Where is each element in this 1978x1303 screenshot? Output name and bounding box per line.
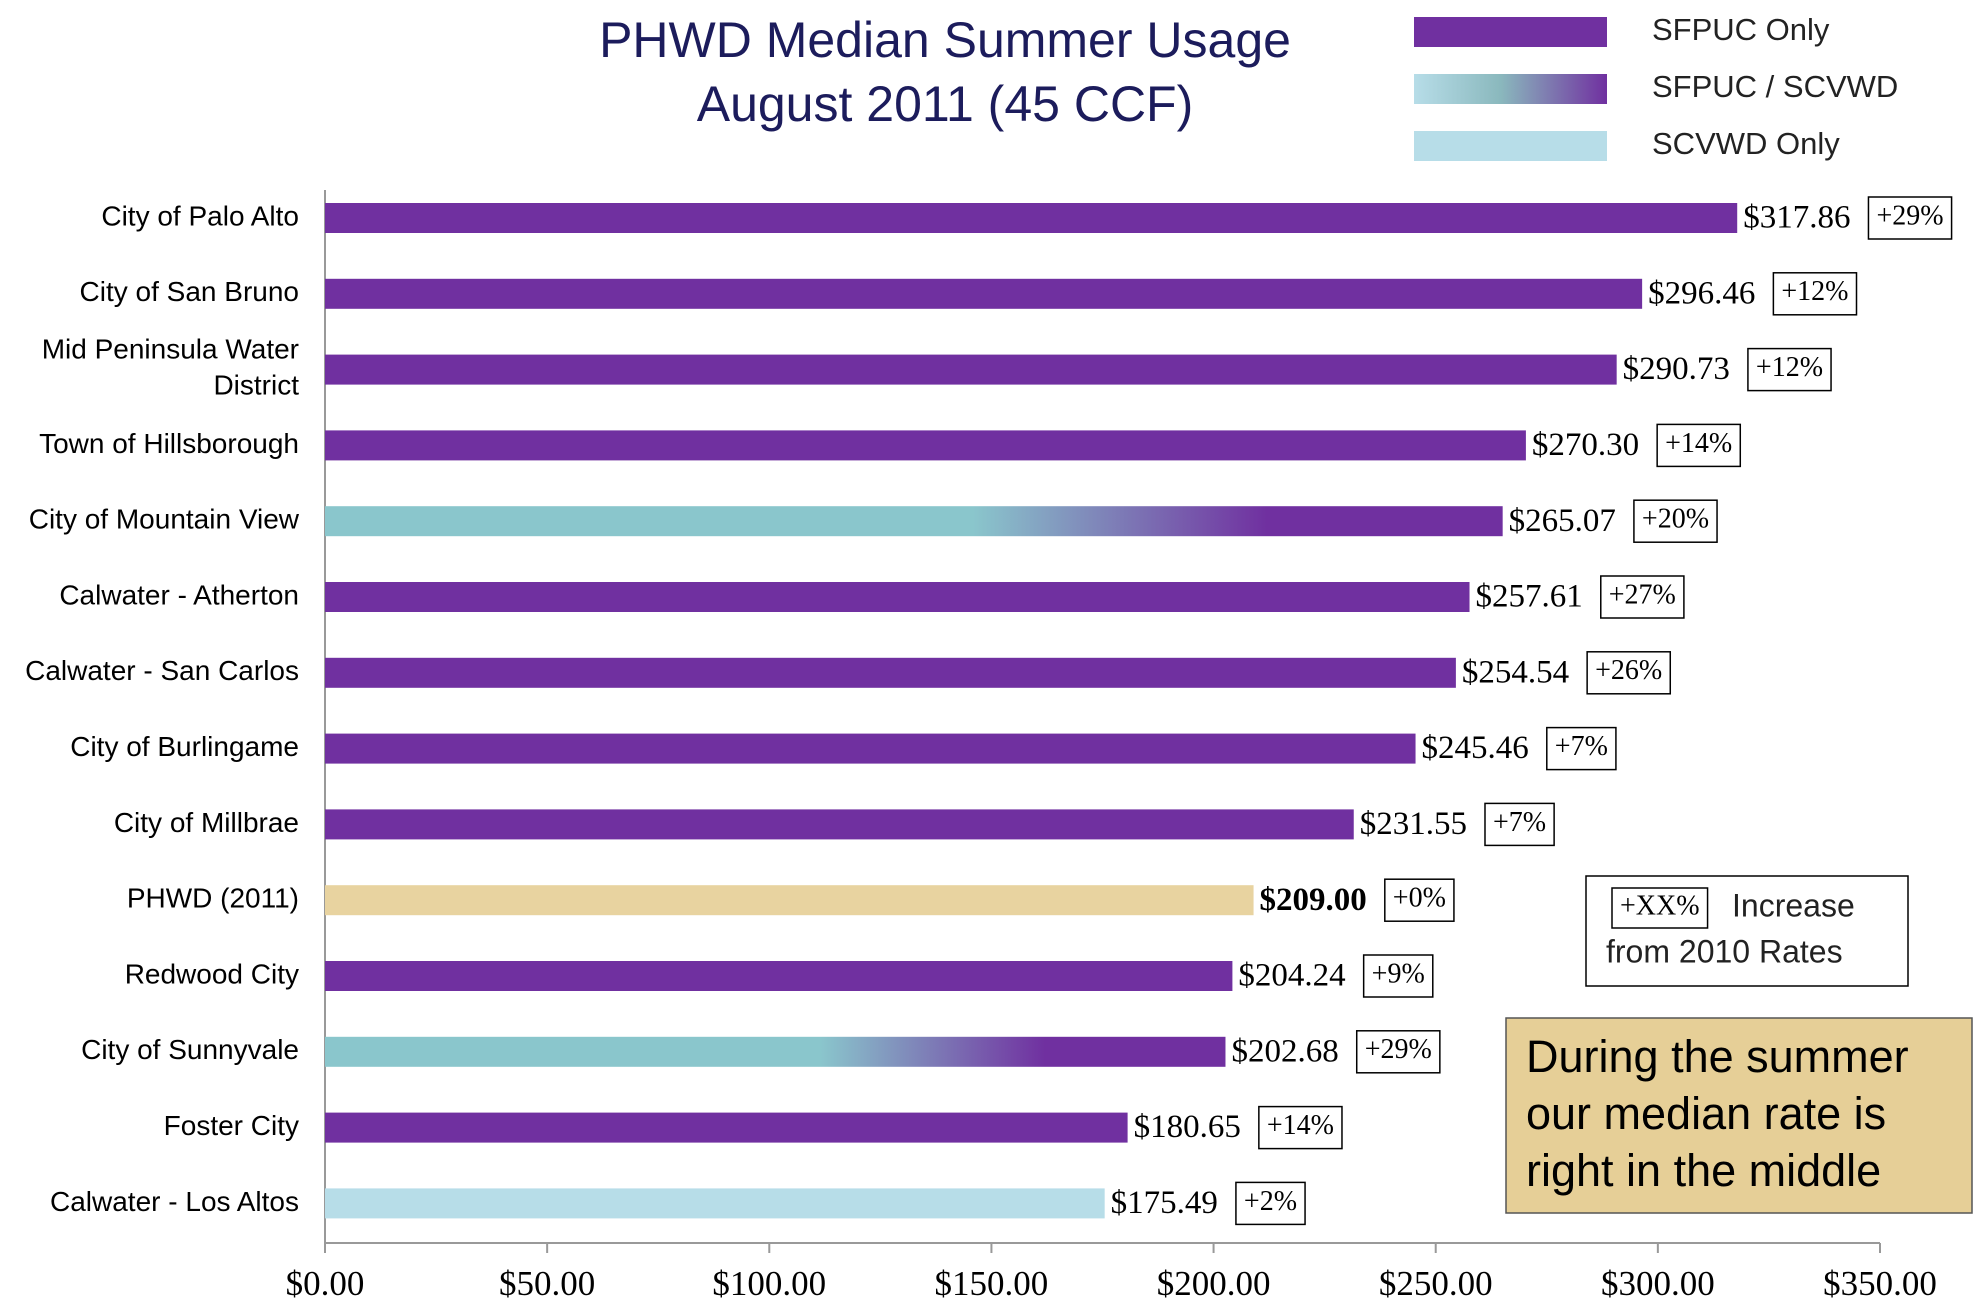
key-sample-box [1611,887,1709,929]
callout-text: right in the middle [1526,1145,1881,1196]
value-label: $180.65 [1134,1109,1241,1145]
bar [325,582,1470,612]
change-label: +26% [1595,655,1662,686]
category-label: City of Mountain View [29,504,300,535]
bar [325,1036,1226,1067]
change-box [1258,1105,1343,1150]
change-box [1656,423,1742,468]
change-box [1586,651,1672,695]
change-label: +12% [1756,352,1823,383]
change-label: +20% [1642,504,1709,535]
bar [325,733,1416,764]
change-box [1355,1030,1441,1074]
category-label: Redwood City [125,958,299,989]
legend-swatch [1414,74,1607,104]
category-label: Town of Hillsborough [39,428,299,459]
bar [325,506,1503,537]
category-label: Foster City [164,1110,299,1141]
change-label: +0% [1393,883,1446,914]
bar [325,885,1254,916]
x-tick-label: $300.00 [1601,1264,1715,1303]
value-label: $296.46 [1648,275,1755,311]
category-label: Calwater - San Carlos [25,655,299,686]
change-box [1867,196,1953,240]
change-box [1546,726,1617,771]
bar [325,657,1456,688]
category-label: Calwater - Los Altos [50,1186,299,1217]
legend-swatch [1414,131,1607,161]
value-label: $290.73 [1623,351,1730,387]
legend-swatch [1414,17,1607,47]
change-label: +2% [1244,1186,1297,1217]
x-tick-label: $0.00 [286,1264,365,1303]
x-tick-label: $50.00 [499,1264,595,1303]
change-box [1600,575,1685,619]
value-label: $231.55 [1360,806,1467,842]
legend-label: SCVWD Only [1652,126,1840,161]
value-label: $204.24 [1238,958,1345,994]
callout-box [1505,1017,1973,1214]
change-label: +29% [1876,200,1943,231]
change-box [1747,347,1832,392]
value-label: $254.54 [1462,654,1569,690]
key-text: Increase [1732,887,1855,923]
chart-title: PHWD Median Summer Usage [599,12,1291,68]
change-label: +12% [1781,276,1848,307]
key-sample: +XX% [1620,890,1700,921]
change-box [1772,272,1858,316]
bar [325,203,1738,233]
value-label: $245.46 [1422,730,1529,766]
value-label: $257.61 [1476,579,1583,615]
change-label: +9% [1372,958,1425,989]
value-label: $317.86 [1743,200,1850,236]
category-label: City of Millbrae [114,807,299,838]
value-label: $270.30 [1532,427,1639,463]
change-box [1235,1181,1306,1226]
x-tick-label: $150.00 [935,1264,1049,1303]
bar [325,354,1617,385]
category-label: Mid Peninsula Water District [42,334,300,401]
callout-text: During the summer [1526,1031,1909,1082]
x-tick-label: $350.00 [1823,1264,1937,1303]
category-label: City of Palo Alto [101,200,299,231]
x-tick-label: $250.00 [1379,1264,1493,1303]
category-label: PHWD (2011) [127,883,299,914]
change-label: +29% [1365,1034,1432,1065]
change-label: +14% [1267,1110,1334,1141]
value-label: $202.68 [1231,1033,1338,1069]
category-label: City of San Bruno [80,276,299,307]
value-label: $175.49 [1111,1185,1218,1221]
value-label: $209.00 [1260,882,1367,918]
bar [325,809,1354,840]
bar [325,430,1526,461]
chart-title: August 2011 (45 CCF) [697,76,1194,132]
change-box [1484,802,1555,847]
callout-text: our median rate is [1526,1088,1886,1139]
change-label: +7% [1493,807,1546,838]
x-tick-label: $100.00 [712,1264,826,1303]
legend-label: SFPUC Only [1652,12,1830,47]
category-label: City of Burlingame [70,731,299,762]
category-label: Calwater - Atherton [59,579,299,610]
x-tick-label: $200.00 [1157,1264,1271,1303]
value-label: $265.07 [1509,503,1616,539]
key-box [1585,875,1909,987]
bar [325,961,1233,991]
bar [325,1188,1105,1219]
change-box [1633,499,1718,543]
change-label: +27% [1609,579,1676,610]
change-box [1384,878,1455,922]
category-label: City of Sunnyvale [81,1034,299,1065]
change-box [1362,954,1434,998]
key-text: from 2010 Rates [1606,933,1843,969]
bar [325,278,1643,309]
bar [325,1112,1128,1143]
change-label: +14% [1665,428,1732,459]
change-label: +7% [1555,731,1608,762]
legend-label: SFPUC / SCVWD [1652,69,1898,104]
